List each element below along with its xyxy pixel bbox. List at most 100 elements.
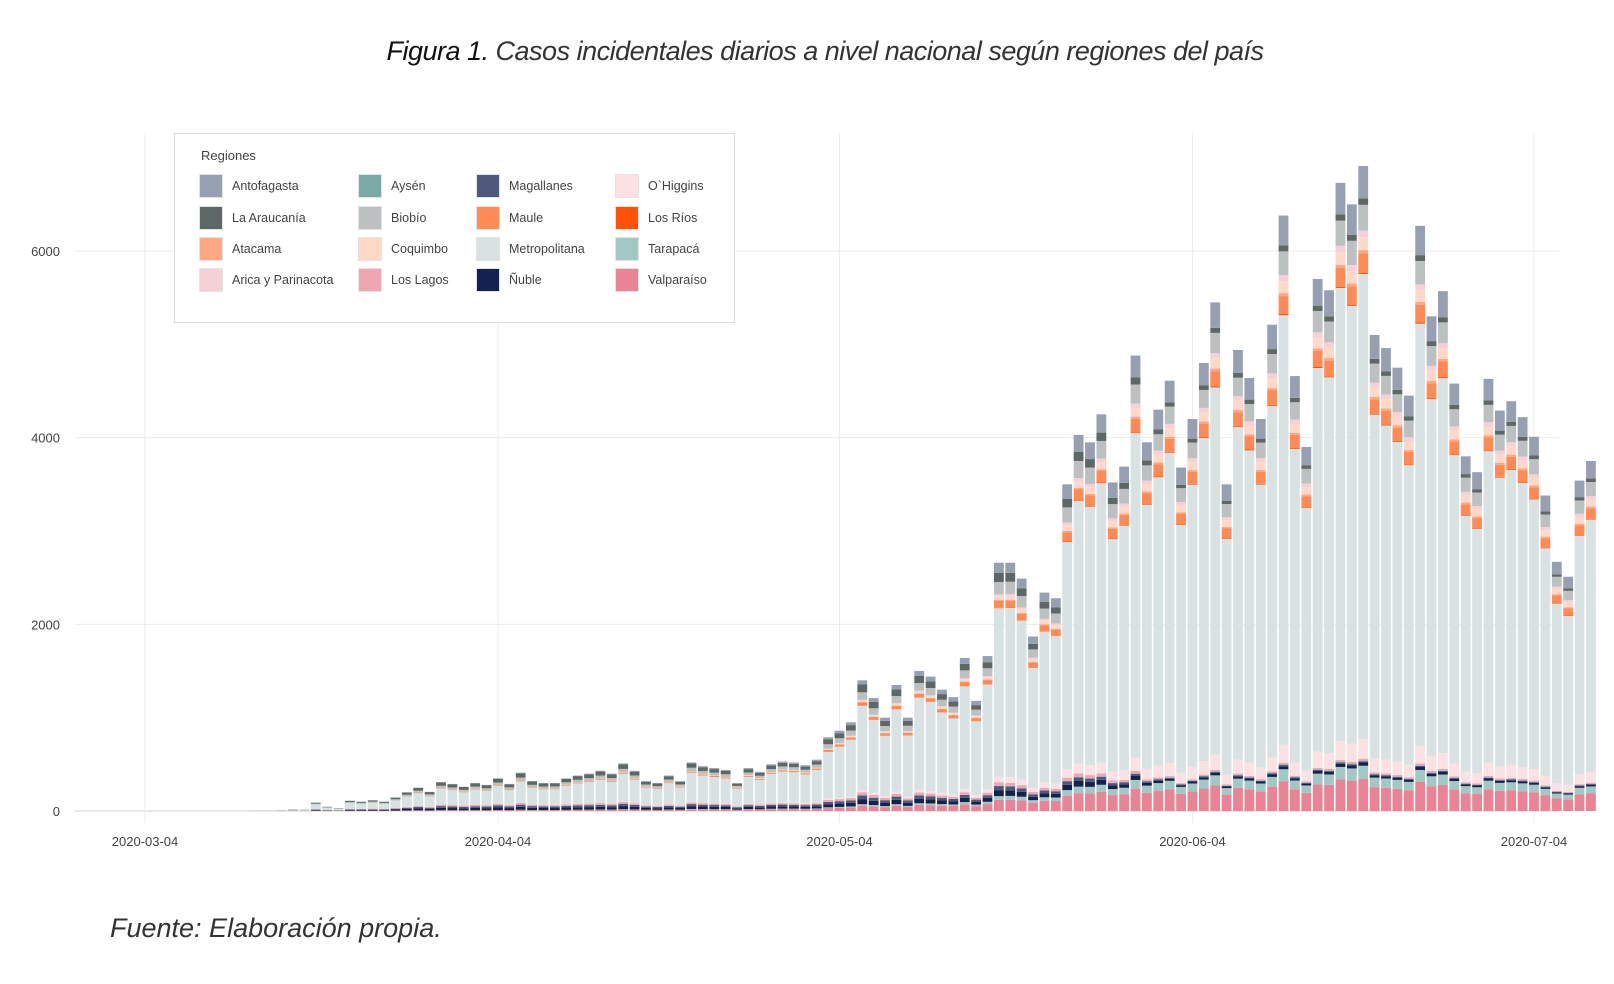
- bar-segment: [1016, 607, 1027, 610]
- bar-segment: [1005, 790, 1016, 796]
- bar-segment: [1472, 492, 1482, 507]
- bar-segment: [1187, 791, 1198, 811]
- legend-item[interactable]: Valparaíso: [615, 268, 707, 292]
- bar-segment: [743, 806, 754, 810]
- bar-segment: [1438, 343, 1448, 349]
- bar-segment: [515, 802, 526, 805]
- bar-segment: [868, 715, 879, 717]
- bar-segment: [948, 806, 959, 811]
- legend-item[interactable]: Coquimbo: [358, 237, 448, 261]
- bar-segment: [902, 730, 913, 732]
- legend-item[interactable]: Atacama: [199, 237, 281, 261]
- bar-segment: [641, 805, 651, 807]
- legend-item[interactable]: O`Higgins: [615, 174, 704, 198]
- bar-segment: [868, 805, 879, 807]
- legend-item[interactable]: La Araucanía: [199, 206, 306, 230]
- bar-stack: [1290, 376, 1300, 811]
- bar-segment: [1164, 436, 1175, 439]
- bar-segment: [1028, 667, 1038, 788]
- bar-segment: [1198, 389, 1209, 408]
- bar-segment: [447, 790, 458, 806]
- bar-segment: [1574, 500, 1585, 514]
- bar-segment: [1415, 763, 1426, 766]
- bar-stack: [686, 762, 697, 811]
- bar-segment: [1290, 777, 1300, 779]
- bar-segment: [1290, 434, 1300, 448]
- legend-item[interactable]: Maule: [476, 206, 543, 230]
- bar-segment: [1153, 464, 1164, 477]
- bar-stack: [527, 781, 537, 811]
- bar-segment: [1153, 779, 1164, 781]
- bar-segment: [777, 806, 788, 809]
- bar-segment: [971, 709, 982, 716]
- bar-segment: [527, 806, 537, 808]
- bar-segment: [697, 806, 708, 810]
- bar-segment: [561, 804, 572, 806]
- bar-segment: [993, 799, 1004, 811]
- bar-segment: [914, 805, 925, 811]
- legend-item[interactable]: Los Lagos: [358, 268, 449, 292]
- bar-segment: [925, 687, 936, 696]
- bar-segment: [1267, 406, 1278, 757]
- legend-item[interactable]: Biobío: [358, 206, 426, 230]
- bar-segment: [629, 775, 640, 779]
- bar-segment: [1324, 770, 1334, 771]
- bar-segment: [925, 793, 936, 797]
- bar-segment: [914, 683, 925, 691]
- bar-segment: [1198, 761, 1209, 775]
- bar-segment: [1267, 373, 1278, 379]
- bar-segment: [800, 809, 811, 811]
- bar-segment: [1483, 777, 1494, 779]
- bar-segment: [1551, 574, 1562, 577]
- bar-segment: [1153, 462, 1164, 465]
- bar-segment: [1540, 786, 1551, 788]
- bar-segment: [1324, 358, 1334, 361]
- bar-stack: [1381, 348, 1391, 811]
- bar-segment: [481, 808, 492, 811]
- bar-segment: [1210, 302, 1221, 328]
- bar-segment: [971, 716, 982, 718]
- figure-title-rest: Casos incidentales diarios a nivel nacio…: [488, 36, 1265, 66]
- bar-segment: [470, 810, 481, 811]
- bar-segment: [675, 781, 686, 785]
- bar-segment: [880, 806, 890, 808]
- bar-segment: [606, 809, 617, 811]
- legend-item[interactable]: Los Ríos: [615, 206, 697, 230]
- legend-item[interactable]: Antofagasta: [199, 174, 299, 198]
- bar-segment: [720, 805, 731, 807]
- bar-segment: [1438, 771, 1448, 775]
- legend-item[interactable]: Ñuble: [476, 268, 542, 292]
- bar-stack: [1244, 377, 1255, 811]
- legend-item[interactable]: Tarapacá: [615, 237, 699, 261]
- bar-segment: [572, 807, 583, 810]
- bar-segment: [1540, 788, 1551, 796]
- bar-segment: [1255, 458, 1266, 463]
- bar-segment: [1449, 454, 1460, 456]
- bar-segment: [686, 806, 697, 809]
- bar-segment: [675, 808, 686, 810]
- bar-stack: [572, 775, 583, 811]
- bar-segment: [1415, 302, 1426, 305]
- bar-segment: [1187, 783, 1198, 792]
- legend-item[interactable]: Magallanes: [476, 174, 573, 198]
- bar-segment: [1267, 786, 1278, 811]
- legend-item[interactable]: Aysén: [358, 174, 426, 198]
- bar-segment: [1153, 765, 1164, 778]
- bar-segment: [1335, 245, 1346, 253]
- bar-segment: [1381, 425, 1391, 760]
- bar-segment: [675, 787, 686, 806]
- bar-stack: [982, 656, 993, 811]
- bar-segment: [811, 803, 822, 805]
- bar-segment: [766, 802, 777, 804]
- bar-stack: [1005, 562, 1016, 811]
- bar-segment: [1119, 784, 1130, 788]
- legend-item[interactable]: Metropolitana: [476, 237, 585, 261]
- bar-segment: [1005, 782, 1016, 787]
- bar-segment: [1346, 768, 1357, 781]
- bar-segment: [641, 787, 651, 806]
- legend-item[interactable]: Arica y Parinacota: [199, 268, 333, 292]
- bar-segment: [1039, 790, 1050, 794]
- bar-segment: [834, 730, 845, 734]
- bar-segment: [1255, 472, 1266, 484]
- bar-segment: [1130, 384, 1141, 404]
